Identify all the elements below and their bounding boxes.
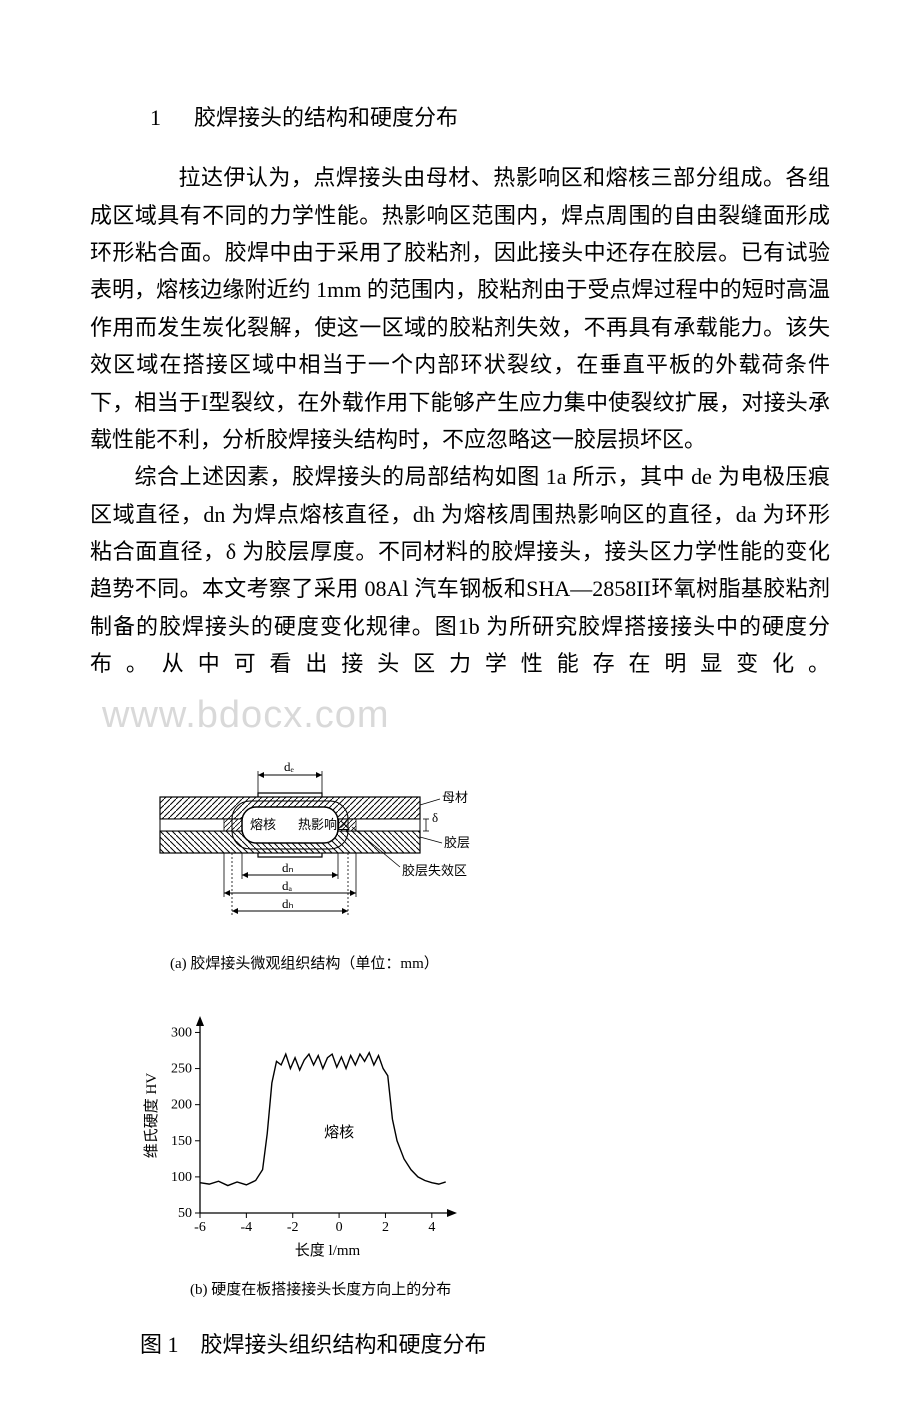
svg-text:4: 4: [428, 1220, 435, 1235]
label-jiaoceng: 胶层: [444, 835, 470, 850]
watermark: www.bdocx.com: [102, 694, 390, 736]
figure-1b: 50 100 150 200 250 300 -6 -4 -2 0 2 4 长度 l/mm 维氏硬度 HV…: [140, 1003, 830, 1299]
svg-text:300: 300: [171, 1026, 192, 1041]
section-heading: 1 胶焊接头的结构和硬度分布: [150, 100, 830, 135]
svg-text:长度 l/mm: 长度 l/mm: [295, 1242, 361, 1259]
figure-1-main-caption: 图 1 胶焊接头组织结构和硬度分布: [140, 1327, 830, 1359]
svg-text:-4: -4: [241, 1220, 253, 1235]
paragraph-1: 拉达伊认为，点焊接头由母材、热影响区和熔核三部分组成。各组成区域具有不同的力学性…: [90, 159, 830, 458]
figure-1a: dₑ 熔核 热影响区 母材 δ 胶层 胶层失效区: [140, 757, 830, 973]
svg-text:0: 0: [336, 1220, 343, 1235]
figure-1a-svg: dₑ 熔核 热影响区 母材 δ 胶层 胶层失效区: [140, 757, 520, 937]
svg-text:-6: -6: [194, 1220, 206, 1235]
section-title: 胶焊接头的结构和硬度分布: [194, 105, 458, 130]
figure-1a-caption: (a) 胶焊接头微观组织结构（单位：mm）: [170, 952, 830, 973]
label-dh: dₕ: [282, 896, 294, 911]
svg-text:熔核: 熔核: [324, 1124, 354, 1141]
svg-text:250: 250: [171, 1062, 192, 1077]
svg-text:150: 150: [171, 1134, 192, 1149]
page: 1 胶焊接头的结构和硬度分布 拉达伊认为，点焊接头由母材、热影响区和熔核三部分组…: [0, 0, 920, 1419]
label-da: dₐ: [282, 878, 293, 893]
svg-text:2: 2: [382, 1220, 389, 1235]
svg-text:-2: -2: [287, 1220, 299, 1235]
label-delta: δ: [432, 810, 438, 825]
figure-1: dₑ 熔核 热影响区 母材 δ 胶层 胶层失效区: [140, 757, 830, 1359]
paragraph-2: 综合上述因素，胶焊接头的局部结构如图 1a 所示，其中 de 为电极压痕区域直径…: [90, 458, 830, 747]
figure-1b-svg: 50 100 150 200 250 300 -6 -4 -2 0 2 4 长度 l/mm 维氏硬度 HV…: [140, 1003, 470, 1263]
label-de: dₑ: [284, 759, 295, 774]
svg-text:200: 200: [171, 1098, 192, 1113]
svg-text:50: 50: [178, 1206, 192, 1221]
label-haz: 热影响区: [298, 817, 350, 832]
label-mucai: 母材: [442, 790, 468, 805]
p2-text: 综合上述因素，胶焊接头的局部结构如图 1a 所示，其中 de 为电极压痕区域直径…: [90, 464, 830, 676]
figure-1b-caption: (b) 硬度在板搭接接头长度方向上的分布: [190, 1278, 830, 1299]
section-number: 1: [150, 105, 161, 130]
label-shixiao: 胶层失效区: [402, 863, 467, 878]
p1-text: 拉达伊认为，点焊接头由母材、热影响区和熔核三部分组成。各组成区域具有不同的力学性…: [90, 165, 830, 452]
svg-text:维氏硬度 HV: 维氏硬度 HV: [143, 1073, 160, 1159]
svg-text:100: 100: [171, 1170, 192, 1185]
label-rongke: 熔核: [250, 817, 276, 832]
label-dn: dₙ: [282, 860, 294, 875]
